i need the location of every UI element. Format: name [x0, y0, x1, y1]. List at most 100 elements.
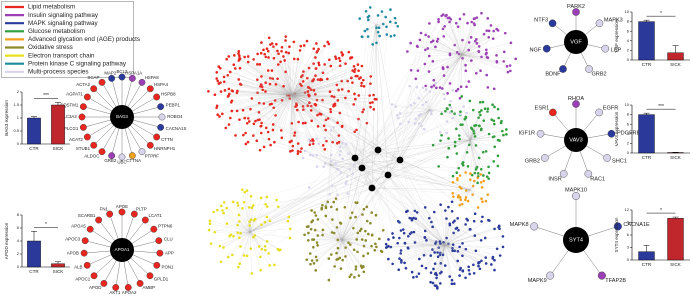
edge	[453, 189, 471, 197]
node	[336, 121, 339, 125]
edge	[371, 187, 446, 246]
node	[470, 20, 474, 24]
edge	[273, 124, 363, 169]
node	[477, 45, 481, 48]
edge	[429, 23, 463, 56]
node	[458, 97, 462, 100]
edge	[329, 174, 389, 195]
edge	[461, 18, 475, 56]
node	[264, 248, 267, 252]
edge	[465, 172, 471, 191]
node	[354, 265, 358, 268]
edge	[377, 112, 480, 151]
node	[325, 202, 328, 206]
node	[346, 192, 350, 195]
edge	[226, 59, 293, 96]
node	[221, 112, 224, 116]
edge	[469, 187, 483, 191]
node	[448, 53, 452, 57]
edge	[397, 109, 431, 116]
node	[249, 195, 253, 198]
node	[288, 45, 291, 48]
node	[309, 109, 313, 112]
node	[465, 150, 469, 154]
node	[389, 8, 392, 11]
node	[264, 90, 267, 93]
node	[464, 276, 467, 280]
node	[443, 264, 447, 267]
node	[215, 208, 219, 212]
x-tick-label: SICK	[53, 146, 65, 151]
node	[218, 115, 221, 118]
network-node	[80, 249, 88, 257]
edge	[375, 16, 386, 26]
y-tick-label: 10	[625, 102, 630, 107]
edge	[415, 109, 431, 124]
edge	[234, 55, 293, 96]
node	[323, 63, 326, 66]
edge	[291, 79, 321, 96]
node	[487, 177, 490, 180]
node	[215, 104, 219, 108]
node	[428, 22, 431, 25]
node	[327, 257, 331, 260]
edge	[239, 221, 251, 233]
edge	[291, 69, 356, 96]
edge	[291, 91, 349, 96]
network-node	[118, 73, 126, 81]
node	[492, 119, 496, 123]
network-node	[530, 222, 539, 231]
edge	[445, 15, 463, 56]
edge	[458, 26, 463, 56]
edge	[278, 64, 293, 96]
edge	[461, 54, 487, 56]
edge	[226, 223, 251, 233]
edge	[361, 167, 420, 259]
edge	[362, 24, 377, 37]
edge	[341, 207, 345, 241]
node	[302, 44, 306, 47]
edge	[450, 19, 463, 56]
edge	[218, 83, 293, 96]
node	[358, 17, 361, 20]
node	[273, 263, 276, 267]
edge	[455, 139, 471, 143]
edge	[417, 45, 463, 56]
edge	[444, 244, 460, 247]
node	[364, 239, 368, 242]
edge	[395, 106, 431, 111]
edge	[462, 124, 471, 141]
edge	[259, 94, 293, 120]
node	[423, 206, 427, 209]
node	[458, 17, 462, 21]
edge	[371, 139, 471, 189]
node	[338, 256, 342, 260]
edge	[264, 167, 363, 223]
edge	[242, 208, 251, 233]
edge	[425, 49, 463, 56]
node	[238, 118, 241, 121]
hub-node	[351, 154, 359, 162]
edge	[315, 104, 373, 189]
network-node	[572, 191, 581, 200]
node	[399, 229, 403, 232]
edge	[291, 94, 325, 126]
edge	[444, 227, 458, 246]
node	[486, 110, 489, 113]
node	[466, 165, 470, 168]
node	[470, 59, 473, 62]
edge	[412, 244, 446, 273]
edge	[291, 83, 371, 96]
node	[315, 153, 319, 157]
node	[444, 209, 447, 212]
y-axis-label: VAV3 expression	[614, 111, 619, 146]
node	[472, 219, 476, 223]
edge	[469, 139, 499, 156]
edge	[354, 139, 471, 159]
node	[472, 271, 476, 275]
node	[238, 220, 241, 223]
node	[419, 31, 423, 35]
node	[456, 250, 460, 253]
network-node-label: GPLD1	[154, 276, 169, 281]
edge	[399, 159, 456, 229]
